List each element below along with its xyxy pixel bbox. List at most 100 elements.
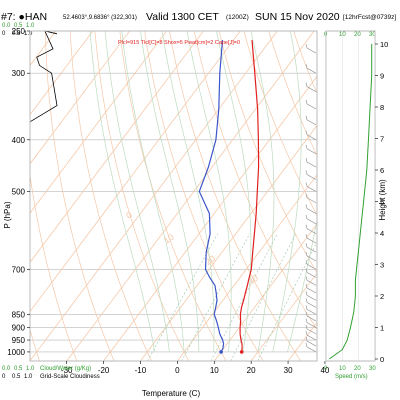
mixing-ratio-line <box>257 241 317 361</box>
isotherm <box>250 272 317 361</box>
temperature-axis-ticks: -30 -20 -10 0 10 20 30 40 <box>61 361 330 375</box>
wind-barb-staff <box>306 280 317 286</box>
mixing-ratio-line <box>210 233 278 361</box>
y-tick-label: 500 <box>12 188 26 197</box>
wind-barb-flag <box>305 99 308 104</box>
wind-barb <box>305 251 317 262</box>
height-tick-label: 2 <box>380 292 384 301</box>
wind-speed-line <box>329 44 373 360</box>
y-tick-label: 400 <box>12 136 26 145</box>
wind-barb-flag <box>305 336 308 342</box>
dry-adiabat <box>393 31 400 361</box>
cloudiness-tick: 0 <box>2 374 6 380</box>
wind-barb <box>305 291 317 301</box>
cloudiness-line <box>29 30 58 123</box>
wind-barb <box>305 115 317 126</box>
wind-barb-staff <box>306 67 317 74</box>
wind-barb-staff <box>306 186 317 192</box>
isotherm <box>103 75 317 361</box>
wind-barb <box>305 276 317 286</box>
dry-adiabat <box>243 31 317 216</box>
wind-barb-flag <box>305 157 308 163</box>
cloudiness-profile <box>29 30 58 123</box>
moist-adiabat <box>287 218 317 352</box>
dry-adiabat <box>119 31 227 361</box>
wind-barb <box>305 342 317 353</box>
wind-barb-flag <box>305 234 308 239</box>
wind-barb-staff <box>306 264 317 270</box>
wind-barb <box>305 305 317 315</box>
wind-speed-scale-bottom: 0 10 20 30 Speed (m/s) <box>324 366 376 380</box>
cloudiness-tick: 1.0 <box>24 31 33 37</box>
wind-barb-flag <box>305 204 308 209</box>
isotherm <box>30 31 241 313</box>
moist-adiabat <box>216 31 252 352</box>
height-tick-label: 0 <box>380 355 384 364</box>
isotherm <box>30 31 204 263</box>
moist-adiabat <box>186 31 232 352</box>
wind-barb <box>305 43 317 54</box>
wind-barb <box>305 144 317 155</box>
dry-adiabat <box>218 31 317 274</box>
dry-adiabat <box>30 172 78 361</box>
wind-barb-staff <box>306 119 317 126</box>
wind-barb-flag <box>305 170 308 175</box>
wind-barb-staff <box>306 246 317 253</box>
wind-barb-flag <box>305 311 308 317</box>
profile-lines <box>198 40 260 354</box>
cloudiness-tick: 0 <box>2 31 6 37</box>
moist-adiabat <box>89 31 155 352</box>
cloudiness-tick: 0.5 <box>12 31 21 37</box>
wind-barb <box>305 336 317 347</box>
wind-barb-flag <box>305 342 308 348</box>
wind-barb <box>305 157 317 168</box>
wind-barb <box>305 170 317 180</box>
wind-barb-staff <box>306 161 317 168</box>
wind-barb-flag <box>305 291 308 296</box>
station-coordinates: 52.4603°,9.6836° (322,301) <box>63 15 137 21</box>
isotherm <box>30 31 130 165</box>
x-tick-label: 30 <box>284 366 293 375</box>
wind-barb <box>305 243 317 253</box>
height-tick-label: 8 <box>380 103 384 112</box>
isotherm <box>30 31 94 116</box>
utc-time: (1200Z) <box>226 14 249 21</box>
wind-barb-staff <box>306 197 317 204</box>
wind-barb-staff <box>306 218 317 225</box>
moist-adiabat <box>104 31 170 352</box>
theta-label: 10 <box>162 232 176 246</box>
dewpoint-line <box>198 40 225 353</box>
height-tick-label: 4 <box>380 229 384 238</box>
wind-barb-staff <box>306 346 317 353</box>
wind-speed-tick: 10 <box>339 32 346 38</box>
height-tick-label: 7 <box>380 135 384 144</box>
dry-adiabat <box>94 31 190 361</box>
station-label: #7: ●HAN <box>1 11 47 23</box>
y-tick-label: 700 <box>12 265 26 274</box>
wind-barb-staff <box>306 334 317 341</box>
height-tick-label: 10 <box>380 40 388 49</box>
dry-adiabat <box>268 31 317 157</box>
wind-speed-tick: 30 <box>369 366 376 372</box>
theta-label: 0 <box>124 210 134 221</box>
y-tick-label: 850 <box>12 310 26 319</box>
mixing-ratio-line <box>147 233 219 361</box>
dry-adiabat <box>69 31 152 361</box>
cloudwater-tick: 1.0 <box>26 366 35 372</box>
dry-adiabat <box>144 31 264 361</box>
x-tick-label: -30 <box>61 366 73 375</box>
wind-barb-flag <box>305 64 308 69</box>
height-tick-label: 9 <box>380 72 384 81</box>
wind-barb-flag <box>305 115 308 120</box>
wind-barb-staff <box>306 272 317 278</box>
isotherm <box>325 31 400 361</box>
wind-speed-label: Speed (m/s) <box>335 374 368 380</box>
wind-barb-staff <box>306 103 317 110</box>
wind-barb <box>305 260 317 270</box>
wind-barb-staff <box>306 174 317 180</box>
dry-adiabat <box>169 31 301 361</box>
x-tick-label: -10 <box>135 366 147 375</box>
wind-barb-flag <box>305 298 308 303</box>
wind-speed-tick: 20 <box>354 366 361 372</box>
temperature-line <box>239 40 260 352</box>
